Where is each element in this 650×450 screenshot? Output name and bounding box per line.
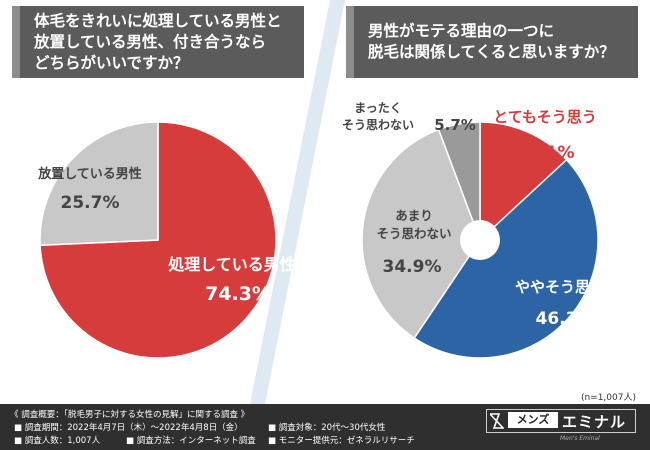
slice-label-0: 処理している男性 <box>168 255 296 274</box>
logo-mark-icon <box>490 413 504 429</box>
logo-mens: メンズ <box>508 412 558 428</box>
footer-period: ■ 調査期間：2022年4月7日（木）～2022年4月8日（金） <box>14 423 243 433</box>
slice-label-3: まったく <box>354 101 402 115</box>
slice-label-0: とてもそう思う <box>493 108 597 126</box>
footer-method: ■ 調査方法：インターネット調査 <box>126 436 256 446</box>
pie-slice-1 <box>39 121 159 246</box>
pie-chart-left: 処理している男性 74.3% 放置している男性 25.7% <box>37 121 296 359</box>
footer-provider: ■ モニター提供元：ゼネラルリサーチ <box>268 436 415 446</box>
pie-slice-3 <box>437 121 481 241</box>
logo-name: エミナル <box>562 413 627 431</box>
brand-logo: メンズ エミナル Men's Eminal <box>486 409 636 445</box>
pie-slice-1 <box>413 158 599 359</box>
slice-value-1: 25.7% <box>61 193 120 213</box>
question-right: 男性がモテる理由の一つに 脱毛は関係してくると思いますか？ <box>346 6 638 78</box>
question-left-text: 体毛をきれいに処理している男性と 放置している男性、付き合うなら どちらがいいで… <box>34 12 282 72</box>
slice-label-3-line1: そう思わない <box>342 118 414 132</box>
slice-label-2: あまり <box>395 208 433 223</box>
sample-size-note: (n=1,007人) <box>580 393 636 403</box>
slice-label-1: 放置している男性 <box>37 166 142 182</box>
pie-slice-2 <box>361 128 481 340</box>
logo-frame <box>486 409 636 433</box>
slice-value-0: 13.1% <box>516 143 575 163</box>
question-left: 体毛をきれいに処理している男性と 放置している男性、付き合うなら どちらがいいで… <box>12 6 304 78</box>
slice-value-1: 46.3% <box>536 309 595 329</box>
footer-count: ■ 調査人数：1,007人 <box>14 436 101 446</box>
donut-chart-right: とてもそう思う13.1%ややそう思う46.3%あまりそう思わない34.9%まった… <box>342 101 605 359</box>
slice-value-3: 5.7% <box>434 116 476 134</box>
footer-target: ■ 調査対象：20代～30代女性 <box>268 423 386 433</box>
donut-hole <box>460 220 500 260</box>
footer: 《 調査概要：「脱毛男子に対する女性の見解」に関する調査 》 ■ 調査期間：20… <box>0 404 650 450</box>
slice-value-2: 34.9% <box>383 257 442 277</box>
logo-sub: Men's Eminal <box>560 435 600 442</box>
footer-heading: 《 調査概要：「脱毛男子に対する女性の見解」に関する調査 》 <box>10 410 250 420</box>
slice-label-2-line1: そう思わない <box>376 226 451 241</box>
slice-value-0: 74.3% <box>205 283 271 305</box>
pie-slice-0 <box>479 121 568 242</box>
question-right-text: 男性がモテる理由の一つに 脱毛は関係してくると思いますか？ <box>368 22 615 61</box>
slice-label-1: ややそう思う <box>515 278 605 296</box>
